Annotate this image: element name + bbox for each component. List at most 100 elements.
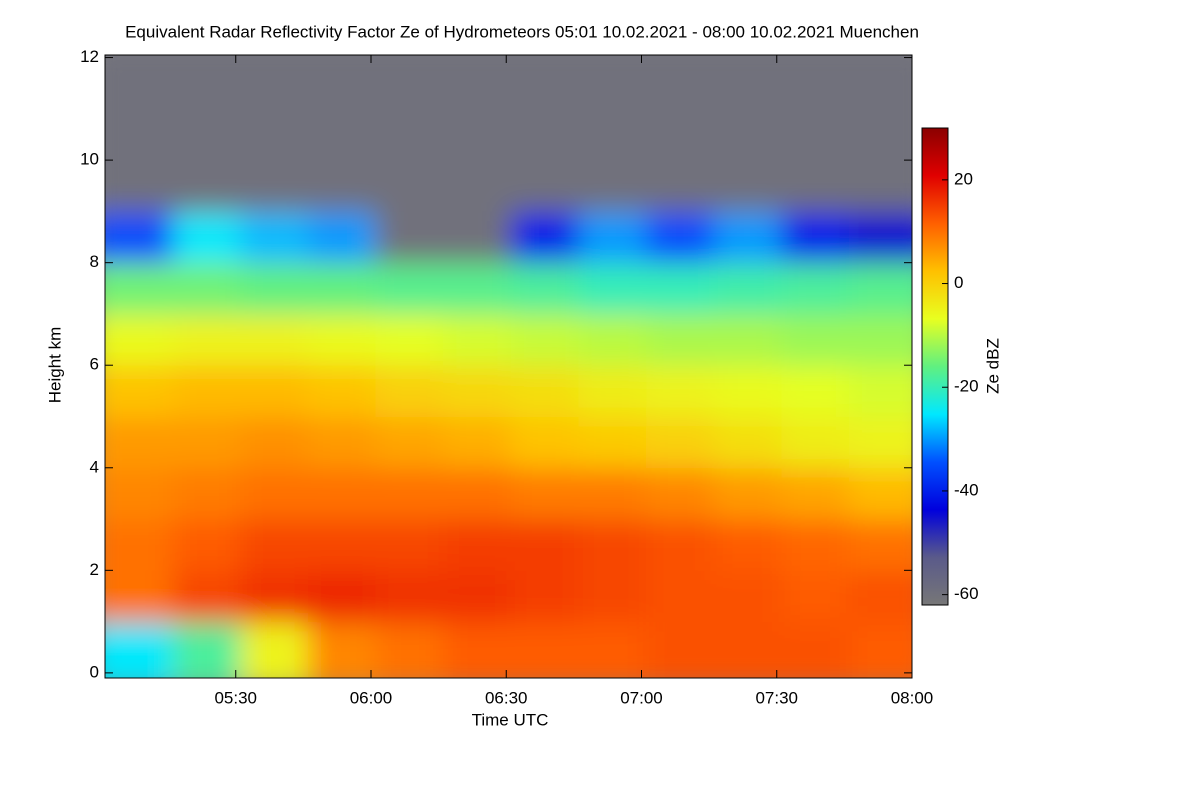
heatmap-cell [646,365,715,417]
heatmap-cell [713,467,782,520]
heatmap-cell [105,467,174,520]
heatmap-cell [578,365,647,417]
heatmap-cell [240,365,309,417]
heatmap-cell [646,262,715,315]
heatmap-cell [646,160,715,212]
colorbar-tick-label: 20 [954,169,973,188]
heatmap-cell [307,55,377,110]
heatmap-cell [510,570,579,623]
heatmap-cell [713,570,782,623]
heatmap-cell [646,621,715,678]
x-tick-label: 06:30 [485,688,528,707]
heatmap-cell [578,621,647,678]
x-tick-label: 07:00 [620,688,663,707]
heatmap-cell [307,621,377,678]
heatmap-cell [172,519,241,571]
heatmap-cell [172,570,241,623]
heatmap-cell [307,262,377,315]
heatmap-cell [848,160,912,212]
heatmap-cell [443,55,512,110]
heatmap-cell [578,262,647,315]
heatmap-cell [105,108,174,161]
heatmap-cell [510,467,579,520]
heatmap-cell [172,416,241,469]
heatmap-cell [443,467,512,520]
heatmap-cell [240,519,309,571]
heatmap-cell [646,211,715,264]
heatmap-cell [510,519,579,571]
heatmap-cell [240,570,309,623]
heatmap-cell [510,108,579,161]
colorbar-tick-label: -20 [954,377,979,396]
heatmap-cell [307,108,377,161]
heatmap-cell [375,365,444,417]
heatmap-cell [713,211,782,264]
heatmap-cell [848,365,912,417]
y-tick-label: 4 [90,457,99,476]
heatmap-cell [646,570,715,623]
y-tick-label: 0 [90,662,99,681]
x-tick-label: 07:30 [755,688,798,707]
heatmap-cell [713,416,782,469]
heatmap-cell [443,313,512,366]
heatmap-cell [375,416,444,469]
heatmap-cell [781,467,850,520]
heatmap-cell [510,621,579,678]
heatmap-cell [510,365,579,417]
heatmap-cell [105,55,174,110]
heatmap-cell [646,467,715,520]
heatmap-cell [172,160,241,212]
heatmap-cell [307,519,377,571]
heatmap-cell [713,108,782,161]
heatmap-cell [781,211,850,264]
heatmap-cell [240,108,309,161]
y-tick-label: 6 [90,355,99,374]
heatmap-cell [443,262,512,315]
heatmap-cell [172,108,241,161]
x-axis-label: Time UTC [472,710,549,729]
heatmap-cell [172,262,241,315]
heatmap-cell [578,519,647,571]
heatmap-cell [240,160,309,212]
heatmap-cell [713,621,782,678]
heatmap-cell [510,160,579,212]
heatmap-cell [443,416,512,469]
heatmap-cell [240,211,309,264]
heatmap-cell [781,262,850,315]
heatmap-cell [713,313,782,366]
heatmap-cell [713,519,782,571]
heatmap-cell [172,467,241,520]
heatmap-cell [848,55,912,110]
heatmap-cell [578,570,647,623]
heatmap-cell [443,108,512,161]
colorbar-tick-label: -60 [954,584,979,603]
heatmap-cell [713,365,782,417]
x-tick-label: 05:30 [214,688,257,707]
heatmap-cell [646,313,715,366]
heatmap-cell [307,365,377,417]
heatmap-cell [375,621,444,678]
heatmap-cell [578,313,647,366]
heatmap-cell [578,55,647,110]
heatmap-cell [105,262,174,315]
x-tick-label: 06:00 [350,688,393,707]
heatmap-cell [646,55,715,110]
heatmap-cell [781,570,850,623]
heatmap-cell [848,621,912,678]
heatmap-cell [307,467,377,520]
colorbar [921,127,949,606]
heatmap-cell [240,313,309,366]
heatmap-cell [105,621,174,678]
heatmap-cell [375,467,444,520]
heatmap-cell [105,519,174,571]
heatmap-cell [781,55,850,110]
heatmap-cell [443,365,512,417]
heatmap-cell [307,160,377,212]
heatmap-cell [848,467,912,520]
heatmap-cell [578,108,647,161]
heatmap-cell [105,313,174,366]
heatmap-cell [307,211,377,264]
heatmap-cell [443,211,512,264]
heatmap-cell [172,621,241,678]
heatmap-cell [240,467,309,520]
